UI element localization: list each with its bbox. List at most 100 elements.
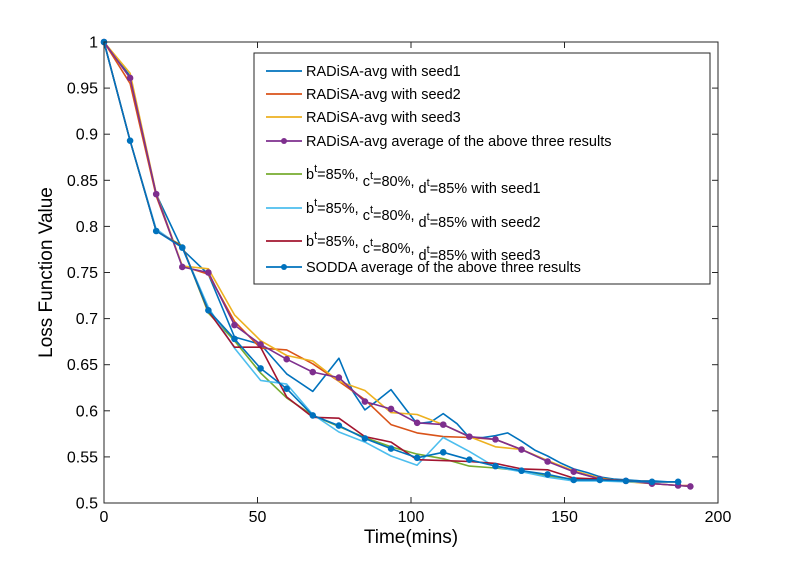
legend-box	[253, 52, 711, 285]
legend-label-4: RADiSA-avg average of the above three re…	[306, 134, 611, 150]
y-axis-label: Loss Function Value	[36, 187, 57, 358]
legend-superscript: t	[314, 230, 317, 242]
series-8-point	[413, 454, 421, 462]
legend-text-part: b	[306, 167, 314, 183]
legend-label-6: bt=85%, ct=80%, dt=85% with seed2	[306, 197, 541, 231]
series-8-point	[387, 445, 395, 452]
legend-item-3: RADiSA-avg with seed3	[266, 110, 461, 126]
series-8-point	[335, 422, 343, 429]
series-8-point	[596, 476, 604, 484]
legend-text-part: =85% with seed2	[430, 215, 541, 231]
legend-item-4: RADiSA-avg average of the above three re…	[266, 134, 611, 150]
series-4-point	[439, 421, 447, 428]
legend: RADiSA-avg with seed1 RADiSA-avg with see…	[253, 52, 711, 285]
legend-text-part: c	[363, 208, 370, 224]
series-8-point	[518, 467, 525, 475]
legend-label-3: RADiSA-avg with seed3	[306, 110, 461, 126]
y-tick-label: 0.6	[76, 403, 98, 420]
legend-superscript: t	[314, 197, 317, 209]
series-8-point	[231, 335, 238, 343]
series-layer	[100, 38, 694, 490]
series-8-point	[622, 477, 630, 485]
series-4-point	[152, 190, 160, 198]
x-tick-label: 200	[705, 509, 732, 526]
legend-text-part: c	[363, 241, 370, 257]
series-4-point	[466, 433, 473, 440]
legend-superscript: t	[427, 177, 430, 189]
legend-superscript: t	[314, 163, 317, 175]
series-8-point	[570, 476, 578, 484]
legend-superscript: t	[370, 204, 373, 216]
series-8-point	[674, 478, 682, 486]
legend-text-part: =80%,	[373, 241, 419, 257]
x-axis-label: Time(mins)	[364, 527, 458, 548]
y-tick-label: 0.9	[76, 127, 98, 144]
y-tick-label: 0.5	[76, 496, 98, 513]
legend-item-6: bt=85%, ct=80%, dt=85% with seed2	[266, 197, 541, 231]
series-4-point	[570, 468, 578, 475]
legend-text-part: d	[419, 181, 427, 197]
y-tick-label: 0.65	[67, 357, 98, 374]
series-4-point	[387, 405, 395, 413]
series-8	[100, 38, 682, 486]
legend-text-part: =85% with seed1	[430, 181, 541, 197]
legend-text-part: =85%,	[317, 167, 363, 183]
legend-label-7: bt=85%, ct=80%, dt=85% with seed3	[306, 230, 541, 264]
y-tick-label: 0.7	[76, 311, 98, 328]
series-4-point	[544, 458, 551, 465]
series-8-point	[178, 244, 186, 251]
y-tick-label: 0.95	[67, 81, 98, 98]
series-4-point	[492, 436, 499, 443]
x-tick-label: 50	[249, 509, 267, 526]
legend-superscript: t	[370, 170, 373, 182]
legend-label-8: SODDA average of the above three results	[306, 260, 581, 276]
series-8-point	[361, 435, 369, 442]
series-8-point	[283, 385, 290, 392]
legend-text-part: c	[363, 174, 370, 190]
series-8-point	[544, 471, 551, 478]
axes: 0 50 100 150 200 0.5 0.55 0.6 0.65 0.7 0.75 0.8 0.85…	[67, 35, 732, 527]
series-4-point	[257, 341, 264, 348]
series-8-point	[205, 307, 212, 314]
series-8-point	[126, 137, 134, 144]
series-4-point	[335, 374, 343, 381]
series-8-point	[466, 456, 473, 463]
series-8-point	[648, 478, 656, 486]
series-8-point	[309, 412, 317, 419]
legend-text-part: d	[419, 215, 427, 231]
legend-item-2: RADiSA-avg with seed2	[266, 87, 461, 103]
series-4-point	[178, 263, 186, 271]
y-tick-label: 0.75	[67, 265, 98, 282]
series-4-point	[126, 74, 134, 82]
legend-label-5: bt=85%, ct=80%, dt=85% with seed1	[306, 163, 541, 197]
series-4-point	[231, 321, 238, 329]
series-4-point	[283, 355, 290, 363]
legend-item-1: RADiSA-avg with seed1	[266, 64, 461, 80]
legend-item-5: bt=85%, ct=80%, dt=85% with seed1	[266, 163, 541, 197]
x-tick-label: 0	[100, 509, 109, 526]
legend-text-part: =85%,	[317, 234, 363, 250]
legend-text-part: =80%,	[373, 208, 419, 224]
legend-text-part: =80%,	[373, 174, 419, 190]
legend-item-8: SODDA average of the above three results	[266, 260, 581, 276]
legend-text-part: =85% with seed3	[430, 248, 541, 264]
series-4-point	[361, 398, 369, 405]
y-tick-label: 0.8	[76, 219, 98, 236]
legend-label-2: RADiSA-avg with seed2	[306, 87, 461, 103]
series-4-point	[518, 446, 525, 453]
x-tick-label: 150	[551, 509, 578, 526]
legend-text-part: b	[306, 234, 314, 250]
series-8-point	[492, 462, 499, 470]
y-tick-label: 0.85	[67, 173, 98, 190]
legend-label-1: RADiSA-avg with seed1	[306, 64, 461, 80]
legend-superscript: t	[427, 244, 430, 256]
legend-superscript: t	[427, 211, 430, 223]
series-8-point	[439, 448, 447, 456]
legend-text-part: b	[306, 201, 314, 217]
legend-text-part: d	[419, 248, 427, 264]
y-tick-label: 1	[89, 35, 98, 52]
series-4-point	[205, 269, 212, 276]
y-tick-label: 0.55	[67, 449, 98, 466]
legend-marker-8	[281, 264, 287, 270]
